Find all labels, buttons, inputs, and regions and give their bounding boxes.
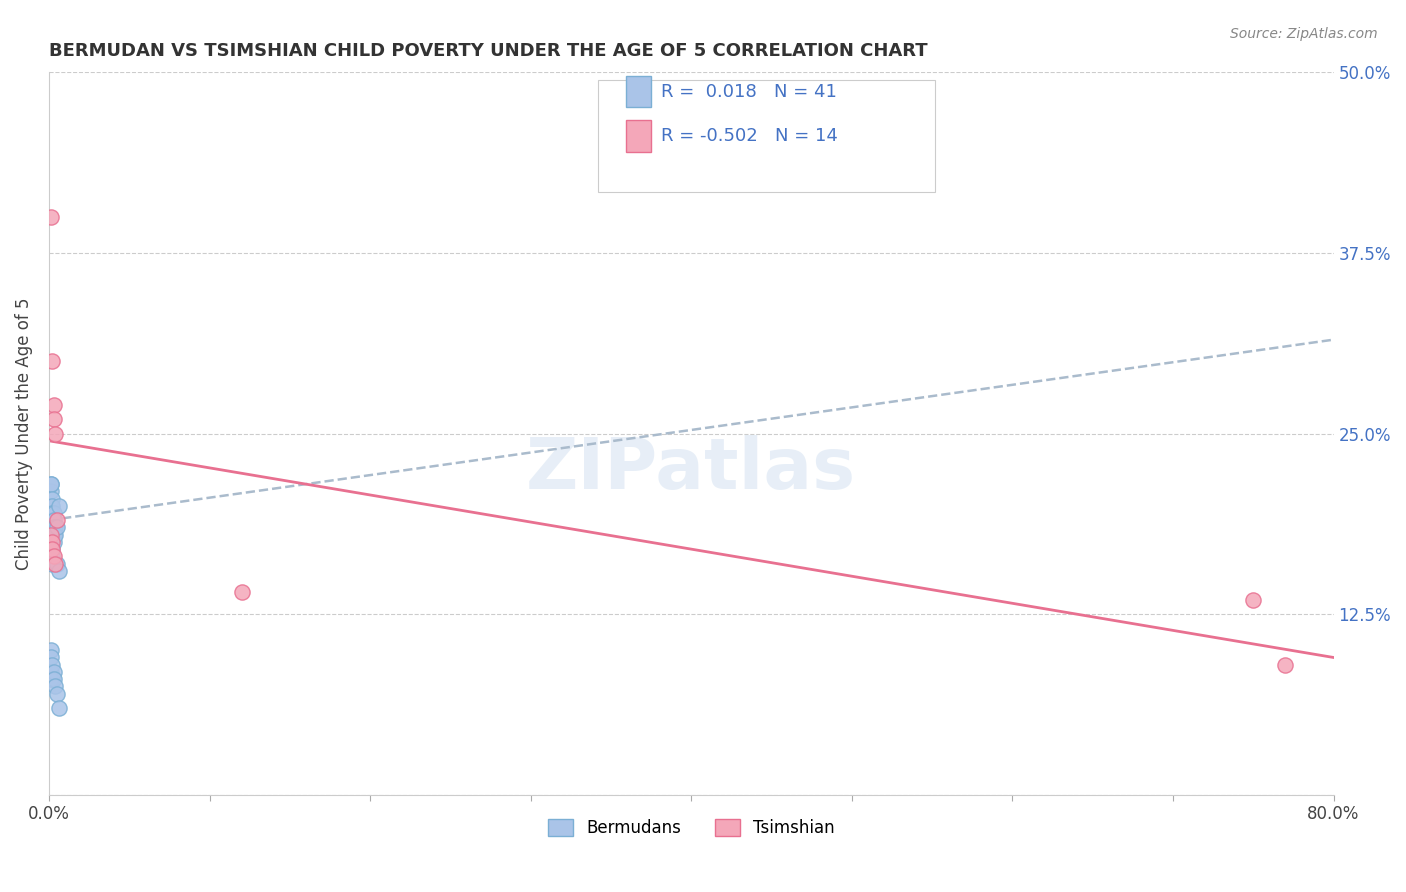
Point (39, 520, 62, 534)
Point (39, 506, 62, 520)
Point (41, 354, 63, 368)
Point (42, 535, 65, 549)
Point (42, 520, 65, 534)
Point (41, 557, 63, 571)
Point (39, 527, 62, 541)
Point (41, 520, 63, 534)
Text: BERMUDAN VS TSIMSHIAN CHILD POVERTY UNDER THE AGE OF 5 CORRELATION CHART: BERMUDAN VS TSIMSHIAN CHILD POVERTY UNDE… (49, 42, 928, 60)
Point (39, 643, 62, 657)
Point (44, 679, 66, 693)
Point (46, 520, 69, 534)
Point (42, 506, 65, 520)
Point (44, 557, 66, 571)
Point (46, 513, 69, 527)
Point (44, 520, 66, 534)
Point (44, 527, 66, 541)
Point (46, 687, 69, 701)
Y-axis label: Child Poverty Under the Age of 5: Child Poverty Under the Age of 5 (15, 297, 32, 570)
Text: ZIPatlas: ZIPatlas (526, 435, 856, 504)
Point (41, 499, 63, 513)
Point (48, 701, 70, 715)
Point (41, 513, 63, 527)
Point (42, 398, 65, 412)
Point (39, 542, 62, 557)
Point (39, 535, 62, 549)
Point (39, 672, 62, 686)
Text: R =  0.018   N = 41: R = 0.018 N = 41 (661, 83, 837, 101)
Point (44, 426, 66, 441)
Point (1241, 592, 1264, 607)
Point (39, 477, 62, 491)
Point (42, 412, 65, 426)
Point (39, 210, 62, 224)
Point (41, 506, 63, 520)
Point (41, 527, 63, 541)
Point (39, 477, 62, 491)
Point (41, 535, 63, 549)
Point (41, 657, 63, 672)
Point (46, 557, 69, 571)
Point (39, 499, 62, 513)
Point (231, 585, 253, 599)
Point (42, 513, 65, 527)
Point (42, 549, 65, 564)
Text: Source: ZipAtlas.com: Source: ZipAtlas.com (1230, 27, 1378, 41)
Point (39, 484, 62, 499)
Point (39, 513, 62, 527)
Text: R = -0.502   N = 14: R = -0.502 N = 14 (661, 128, 838, 145)
Point (1274, 657, 1296, 672)
Point (42, 665, 65, 679)
Legend: Bermudans, Tsimshian: Bermudans, Tsimshian (541, 813, 841, 844)
Point (48, 499, 70, 513)
Point (42, 527, 65, 541)
Point (42, 672, 65, 686)
Point (41, 542, 63, 557)
Point (41, 542, 63, 557)
Point (41, 549, 63, 564)
Point (48, 564, 70, 578)
Point (41, 491, 63, 506)
Point (39, 527, 62, 541)
Point (39, 650, 62, 665)
Point (41, 672, 63, 686)
Point (39, 665, 62, 679)
